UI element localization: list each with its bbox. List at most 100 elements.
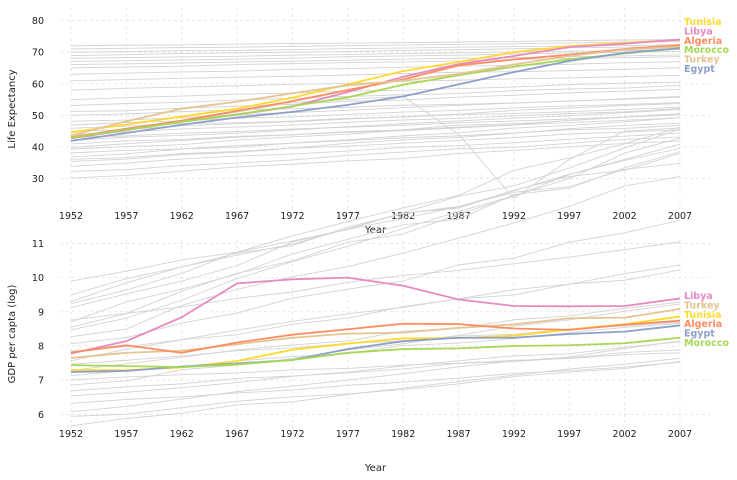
background-country-line xyxy=(70,132,681,167)
x-axis-label: Year xyxy=(364,225,387,236)
y-tick-label: 70 xyxy=(32,48,44,59)
x-tick-label: 1997 xyxy=(557,211,581,222)
series-label-algeria: Algeria xyxy=(684,36,722,47)
x-tick-label: 1962 xyxy=(170,211,194,222)
background-country-line xyxy=(70,107,681,136)
x-tick-label: 1967 xyxy=(225,429,249,440)
x-tick-label: 1987 xyxy=(446,211,470,222)
background-country-lines xyxy=(70,126,681,427)
background-country-lines xyxy=(70,39,681,200)
series-label-tunisia: Tunisia xyxy=(684,17,722,28)
y-tick-label: 11 xyxy=(32,239,44,250)
background-country-line xyxy=(70,176,681,338)
background-country-line xyxy=(70,301,681,371)
background-country-line xyxy=(70,114,681,138)
background-country-line xyxy=(70,140,681,179)
background-country-line xyxy=(70,84,681,107)
x-tick-label: 1952 xyxy=(59,429,83,440)
series-label-tunisia: Tunisia xyxy=(684,310,722,321)
x-tick-label: 1992 xyxy=(502,429,526,440)
background-country-line xyxy=(70,341,681,397)
background-country-line xyxy=(70,219,681,345)
x-tick-label: 1982 xyxy=(391,211,415,222)
x-tick-label: 1957 xyxy=(114,211,138,222)
series-line-morocco xyxy=(70,336,681,369)
x-tick-label: 2007 xyxy=(668,429,692,440)
series-label-turkey: Turkey xyxy=(684,55,720,66)
series-label-egypt: Egypt xyxy=(684,64,715,75)
background-country-line xyxy=(70,151,681,323)
background-country-line xyxy=(70,162,681,282)
y-tick-label: 9 xyxy=(38,307,44,318)
background-country-line xyxy=(70,49,681,59)
series-line-algeria xyxy=(70,319,681,354)
y-tick-label: 40 xyxy=(32,142,44,153)
background-country-line xyxy=(70,136,681,172)
series-line-egypt xyxy=(70,47,681,142)
background-country-line xyxy=(70,241,681,321)
x-tick-label: 1972 xyxy=(280,429,304,440)
series-line-turkey xyxy=(70,45,681,137)
background-country-line xyxy=(70,95,681,200)
background-country-line xyxy=(70,122,681,162)
background-country-line xyxy=(70,67,681,82)
y-tick-label: 8 xyxy=(38,341,44,352)
y-axis-label: GDP per capta (log) xyxy=(7,285,18,384)
series-label-libya: Libya xyxy=(684,26,713,37)
background-country-line xyxy=(70,361,681,417)
background-country-line xyxy=(70,112,681,148)
series-line-morocco xyxy=(70,47,681,139)
background-country-line xyxy=(70,45,681,57)
x-axis-label: Year xyxy=(364,463,387,474)
background-country-line xyxy=(70,61,681,75)
series-label-turkey: Turkey xyxy=(684,300,720,311)
background-country-line xyxy=(70,96,681,116)
series-label-morocco: Morocco xyxy=(684,338,729,349)
background-country-line xyxy=(70,352,681,381)
background-country-line xyxy=(70,148,681,302)
background-country-line xyxy=(70,117,681,158)
y-tick-label: 30 xyxy=(32,174,44,185)
series-label-egypt: Egypt xyxy=(684,329,715,340)
background-country-line xyxy=(70,41,681,50)
x-tick-label: 1977 xyxy=(336,429,360,440)
series-label-morocco: Morocco xyxy=(684,45,729,56)
background-country-line xyxy=(70,117,681,145)
series-label-algeria: Algeria xyxy=(684,319,722,330)
x-tick-label: 1987 xyxy=(446,429,470,440)
background-country-line xyxy=(70,361,681,404)
series-line-tunisia xyxy=(70,38,681,134)
background-country-line xyxy=(70,126,681,304)
background-country-line xyxy=(70,264,681,362)
y-tick-label: 7 xyxy=(38,376,44,387)
background-country-line xyxy=(70,109,681,141)
y-tick-label: 80 xyxy=(32,16,44,27)
series-line-algeria xyxy=(70,44,681,138)
series-label-libya: Libya xyxy=(684,291,713,302)
x-tick-label: 1982 xyxy=(391,429,415,440)
x-tick-label: 1972 xyxy=(280,211,304,222)
background-country-line xyxy=(70,39,681,47)
y-tick-label: 10 xyxy=(32,273,44,284)
y-tick-label: 6 xyxy=(38,410,44,421)
y-tick-label: 60 xyxy=(32,79,44,90)
y-axis-label: Life Expectancy xyxy=(7,69,18,148)
series-line-libya xyxy=(70,276,681,355)
background-country-line xyxy=(70,152,681,296)
background-country-line xyxy=(70,269,681,352)
x-tick-label: 1997 xyxy=(557,429,581,440)
background-country-line xyxy=(70,54,681,65)
background-country-line xyxy=(70,124,681,154)
x-tick-label: 1957 xyxy=(114,429,138,440)
x-tick-label: 1967 xyxy=(225,211,249,222)
x-tick-label: 1977 xyxy=(336,211,360,222)
background-country-line xyxy=(70,349,681,392)
x-tick-label: 1952 xyxy=(59,211,83,222)
x-tick-label: 1962 xyxy=(170,429,194,440)
y-tick-label: 50 xyxy=(32,111,44,122)
background-country-line xyxy=(70,340,681,413)
x-tick-label: 2002 xyxy=(613,429,637,440)
